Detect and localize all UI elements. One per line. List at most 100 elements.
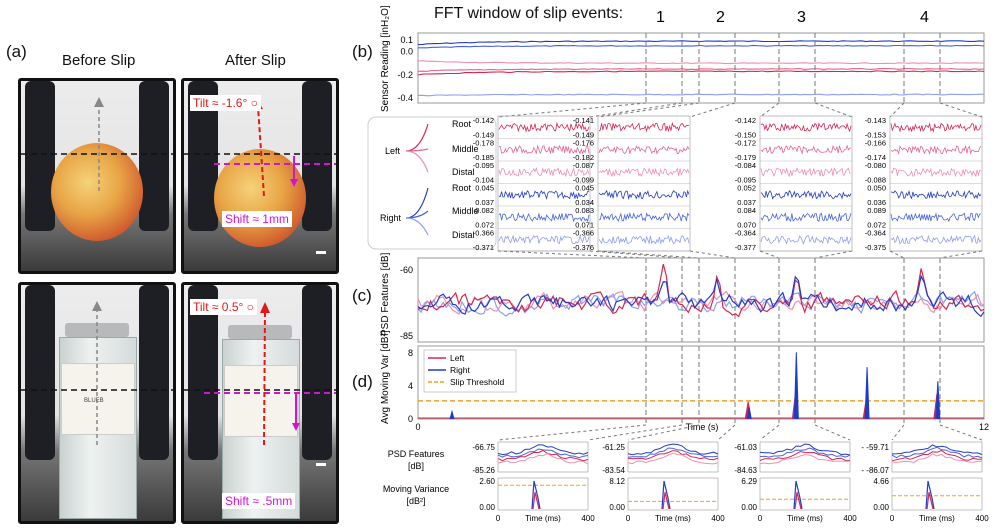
fft-top-label: -0.095	[473, 161, 494, 170]
scale-bar	[316, 463, 326, 466]
psd-series-line	[417, 274, 985, 318]
zoom-var-top: 6.29	[741, 477, 757, 486]
zoom-psd-line	[627, 443, 719, 456]
zoom-var-right	[661, 480, 671, 510]
sensor-series-line	[417, 93, 985, 97]
fft-bottom-label: -0.185	[473, 153, 494, 162]
panel-b-label: (b)	[352, 42, 373, 61]
fft-signal-line	[598, 212, 690, 222]
fft-bottom-label: -0.088	[865, 176, 886, 185]
fft-bottom-label: -0.182	[573, 153, 594, 162]
zoom-var-bottom: 0.00	[609, 503, 625, 512]
psd-ylabel: PSD Features [dB]	[380, 252, 391, 336]
fft-top-label: -0.172	[735, 139, 756, 148]
fft-bottom-label: 0.036	[867, 198, 886, 207]
event-number: 1	[656, 9, 665, 26]
legend-row-label: Root	[452, 119, 472, 129]
legend-branch	[405, 217, 429, 236]
fft-top-label: -0.084	[735, 161, 756, 170]
after-slip-title: After Slip	[225, 52, 286, 69]
legend-branch	[405, 123, 429, 152]
fft-signal-line	[760, 212, 852, 222]
zoom-connector	[814, 424, 851, 441]
zoom-psd-bottom: - -86.07	[861, 466, 889, 475]
zoom-xlabel: Time (ms)	[787, 514, 823, 523]
var-plot-frame	[417, 345, 985, 420]
fft-bottom-label: 0.037	[737, 198, 756, 207]
zoom-psd-line	[759, 447, 851, 458]
fft-connector	[939, 102, 983, 118]
psd-series-line	[417, 263, 985, 318]
var-spike-right	[793, 352, 799, 420]
fft-connector	[889, 250, 905, 259]
fft-bottom-label: -0.099	[573, 176, 594, 185]
psd-ytick: -60	[400, 265, 413, 275]
var-ytick: 4	[408, 381, 413, 391]
jar-label	[224, 365, 298, 437]
fft-bottom-label: 0.072	[867, 221, 886, 230]
fft-top-label: 0.045	[575, 184, 594, 193]
zoom-psd-line	[759, 450, 851, 462]
zoom-psd-line	[497, 453, 589, 465]
zoom-var-left	[532, 492, 540, 510]
fft-signal-line	[890, 212, 982, 223]
gripper-right-jaw	[139, 81, 169, 231]
var-ytick: 8	[408, 348, 413, 358]
zoom-psd-line	[627, 447, 719, 458]
fft-top-label: -0.364	[735, 229, 756, 238]
fft-top-label: 0.083	[575, 206, 594, 215]
fft-signal-line	[890, 122, 982, 133]
zoom-row-label: [dB²]	[406, 496, 425, 506]
fft-connector	[814, 102, 853, 118]
sensor-series-line	[418, 44, 985, 49]
zoom-var-bottom: 0.00	[741, 503, 757, 512]
legend-left-label: Left	[385, 146, 401, 156]
event-number: 2	[716, 9, 725, 26]
fft-connector	[814, 250, 853, 259]
zoom-var-left	[926, 492, 934, 510]
legend-row-label: Distal	[452, 167, 475, 177]
gripper-right-jaw	[302, 81, 332, 231]
zoom-xlabel: Time (ms)	[525, 514, 561, 523]
var-xtick: 0	[415, 422, 420, 432]
fft-signal-line	[890, 145, 982, 156]
before-slip-title: Before Slip	[62, 52, 136, 69]
fft-signal-line	[760, 189, 852, 200]
fft-top-label: -0.366	[573, 229, 594, 238]
fft-window-frame	[759, 115, 853, 252]
fft-signal-line	[498, 166, 590, 178]
zoom-psd-line	[759, 454, 851, 465]
zoom-xtick: 400	[975, 514, 989, 523]
fft-connector	[939, 250, 983, 259]
zoom-row-label: Moving Variance	[383, 484, 449, 494]
zoom-psd-line	[891, 449, 982, 462]
legend-row-label: Middle	[452, 144, 479, 154]
legend-row-label: Root	[452, 183, 472, 193]
fft-connector	[589, 250, 683, 259]
fft-window-frame	[597, 115, 691, 252]
sensor-series-line	[417, 70, 985, 76]
fft-bottom-label: -0.377	[735, 243, 756, 252]
fft-bottom-label: 0.072	[475, 221, 494, 230]
fft-bottom-label: -0.371	[473, 243, 494, 252]
event-number: 3	[797, 9, 806, 26]
fft-bottom-label: 0.037	[475, 198, 494, 207]
sensor-series-line	[417, 40, 985, 46]
var-spike-right	[746, 407, 752, 420]
var-legend-label: Slip Threshold	[450, 377, 504, 387]
jar-tilt-label: Tilt ≈ 0.5° ○	[190, 299, 257, 315]
zoom-var-right	[531, 480, 541, 510]
zoom-xtick: 400	[843, 514, 857, 523]
fft-top-label: 0.089	[867, 206, 886, 215]
fft-signal-line	[890, 190, 982, 200]
fft-connector	[689, 250, 736, 259]
fft-signal-line	[598, 121, 690, 133]
fft-connector	[889, 102, 905, 118]
zoom-psd-bottom: -85.26	[472, 466, 495, 475]
zoom-psd-bottom: -84.63	[734, 466, 757, 475]
zoom-psd-top: - -59.71	[861, 443, 889, 452]
zoom-var-bottom: 0.00	[479, 503, 495, 512]
zoom-var-top: 4.66	[873, 477, 889, 486]
sensor-plot-frame	[417, 32, 985, 104]
zoom-var-left	[794, 492, 802, 510]
